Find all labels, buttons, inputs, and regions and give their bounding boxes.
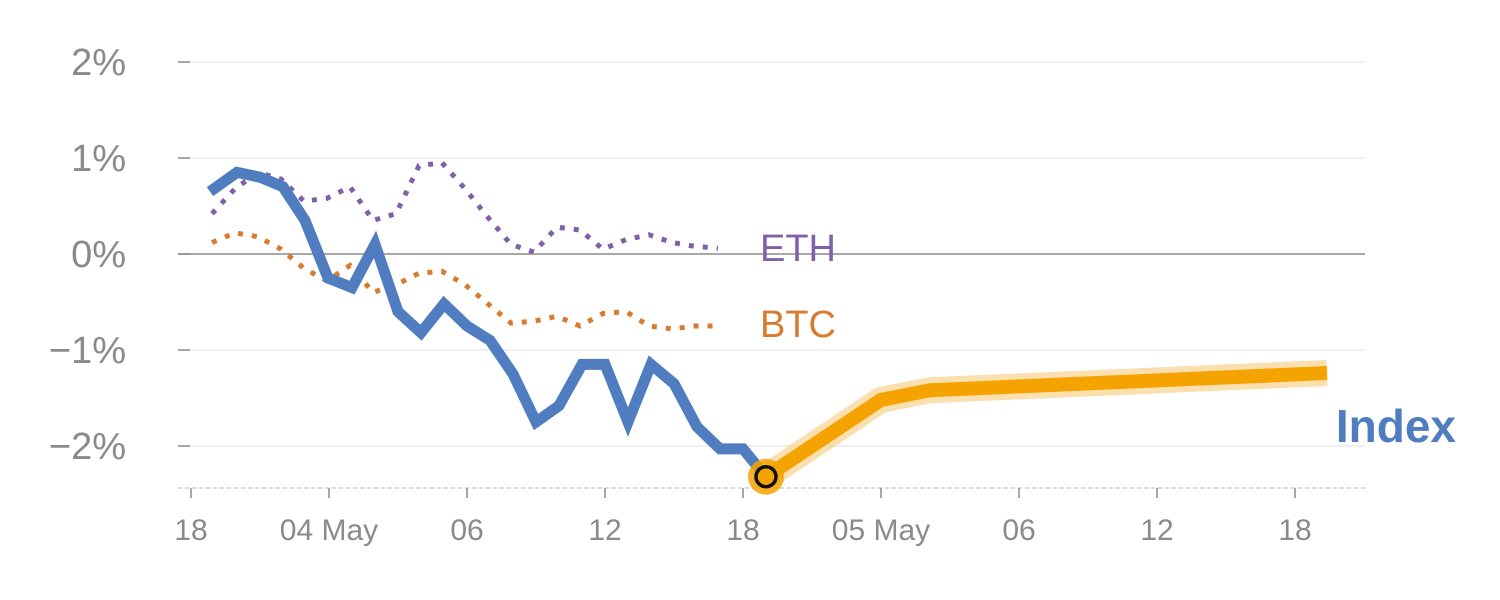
series-line-btc (211, 230, 718, 332)
y-tick-label: 0% (71, 234, 126, 276)
series-label-eth: ETH (760, 228, 836, 270)
x-tick-label: 06 (1002, 514, 1035, 547)
axes: 2% 1% 0% −1% −2% 18 04 May 06 12 18 05 May 06 12 18 (49, 42, 1365, 547)
y-tick-label: 2% (71, 42, 126, 84)
y-tick-label: −2% (49, 426, 126, 468)
series-line-eth (210, 160, 719, 255)
x-tick-label: 06 (450, 514, 483, 547)
series-lines (206, 160, 1328, 495)
x-tick-label: 18 (174, 514, 207, 547)
x-tick-label: 05 May (832, 514, 930, 547)
x-tick-label: 12 (588, 514, 621, 547)
series-label-index: Index (1336, 400, 1457, 452)
y-tick-label: 1% (71, 138, 126, 180)
x-tick-label: 04 May (280, 514, 378, 547)
series-line-index-highlight (762, 366, 1328, 483)
series-label-btc: BTC (760, 304, 836, 346)
labels: ETH BTC Index (760, 228, 1456, 452)
x-tick-label: 18 (1278, 514, 1311, 547)
y-tick-label: −1% (49, 330, 126, 372)
x-tick-label: 12 (1140, 514, 1173, 547)
x-tick-label: 18 (726, 514, 759, 547)
series-line-index (206, 166, 771, 481)
point-marker (754, 464, 778, 489)
